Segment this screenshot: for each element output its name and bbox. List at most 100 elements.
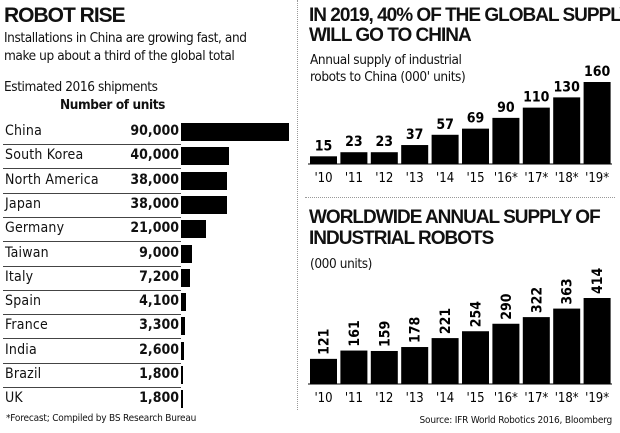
table-row: Germany 21,000 (3, 217, 181, 243)
bar (553, 97, 581, 164)
world-chart-subtitle: (000 units) (310, 256, 372, 272)
bar (181, 123, 289, 141)
table-row: UK 1,800 (3, 387, 181, 411)
section-label: Estimated 2016 shipments (4, 79, 158, 95)
bar (583, 298, 611, 384)
left-subtitle-line1: Installations in China are growing fast,… (4, 30, 247, 46)
bar (492, 117, 520, 164)
bar (431, 134, 459, 164)
table-row: North America 38,000 (3, 169, 181, 194)
footnote: *Forecast; Compiled by BS Research Burea… (6, 413, 197, 424)
units-value: 21,000 (130, 220, 179, 237)
country-name: China (5, 123, 42, 139)
country-name: France (5, 317, 48, 334)
country-name: Spain (5, 293, 42, 310)
x-tick-label: '10 (314, 391, 332, 406)
data-label: 23 (376, 134, 394, 150)
left-title: ROBOT RISE (4, 4, 126, 27)
data-label: 322 (529, 287, 545, 313)
x-tick-label: '18* (555, 391, 579, 406)
x-tick-label: '15 (466, 171, 484, 186)
x-tick-label: '13 (406, 391, 424, 406)
country-name: South Korea (5, 147, 84, 164)
data-label: 121 (317, 329, 333, 355)
bar (181, 147, 229, 166)
bar (401, 347, 429, 384)
x-tick-label: '11 (345, 171, 363, 186)
x-tick-label: '14 (436, 391, 454, 406)
table-row: Italy 7,200 (3, 266, 181, 291)
x-tick-label: '19* (585, 171, 609, 186)
country-name: India (5, 341, 37, 358)
data-label: 159 (377, 321, 393, 347)
source-note: Source: IFR World Robotics 2016, Bloombe… (419, 415, 613, 426)
units-value: 1,800 (139, 390, 179, 407)
country-name: Brazil (5, 366, 42, 382)
units-value: 7,200 (139, 268, 179, 285)
data-label: 90 (497, 100, 515, 116)
x-tick-label: '14 (436, 171, 454, 186)
vertical-divider (297, 0, 298, 410)
data-label: 110 (523, 90, 550, 106)
units-value: 3,300 (139, 317, 179, 334)
data-label: 15 (315, 138, 333, 154)
x-tick-label: '15 (466, 391, 484, 406)
bar (431, 338, 459, 384)
table-row: Japan 38,000 (3, 193, 181, 218)
china-chart-title-line1: IN 2019, 40% OF THE GLOBAL SUPPLY (309, 5, 620, 26)
bar (522, 107, 550, 164)
bar (462, 128, 489, 164)
country-name: North America (5, 171, 99, 188)
bar (340, 152, 368, 164)
data-label: 254 (469, 301, 485, 328)
data-label: 290 (499, 293, 515, 320)
bar (553, 308, 581, 384)
data-label: 23 (345, 134, 363, 150)
bar (370, 152, 398, 164)
bar (181, 171, 227, 190)
units-value: 40,000 (130, 147, 179, 164)
china-chart-subtitle-line1: Annual supply of industrial (310, 52, 462, 68)
data-label: 130 (554, 79, 581, 95)
data-label: 57 (436, 117, 454, 133)
units-value: 38,000 (130, 195, 179, 212)
data-label: 161 (347, 320, 363, 346)
x-tick-label: '17* (524, 171, 548, 186)
country-name: Italy (5, 268, 34, 285)
units-value: 1,800 (139, 366, 179, 382)
bar (401, 145, 429, 164)
bar (522, 317, 550, 384)
data-label: 414 (590, 267, 606, 294)
bar (310, 156, 337, 164)
bar (492, 323, 520, 384)
bar (181, 317, 185, 336)
bar (310, 358, 337, 384)
bar (181, 268, 190, 287)
x-tick-label: '16* (494, 391, 518, 406)
country-name: Taiwan (5, 244, 49, 261)
country-name: Japan (5, 195, 42, 212)
data-label: 178 (408, 317, 424, 343)
world-chart-title-line1: WORLDWIDE ANNUAL SUPPLY OF (309, 207, 601, 228)
units-value: 2,600 (139, 341, 179, 358)
country-name: Germany (5, 220, 65, 237)
bar (181, 244, 192, 263)
bar (181, 195, 227, 214)
x-tick-label: '13 (406, 171, 424, 186)
units-value: 90,000 (130, 123, 179, 139)
x-tick-label: '18* (555, 171, 579, 186)
x-tick-label: '16* (494, 171, 518, 186)
table-row: Spain 4,100 (3, 290, 181, 316)
column-header: Number of units (60, 97, 165, 113)
horizontal-divider (305, 197, 615, 198)
bar (181, 220, 207, 239)
table-row: Taiwan 9,000 (3, 242, 181, 267)
table-row: Brazil 1,800 (3, 363, 181, 388)
data-label: 221 (438, 308, 454, 334)
china-chart-title-line2: WILL GO TO CHINA (309, 25, 472, 46)
x-tick-label: '11 (345, 391, 363, 406)
x-tick-label: '12 (375, 391, 393, 406)
data-label: 160 (584, 64, 611, 80)
